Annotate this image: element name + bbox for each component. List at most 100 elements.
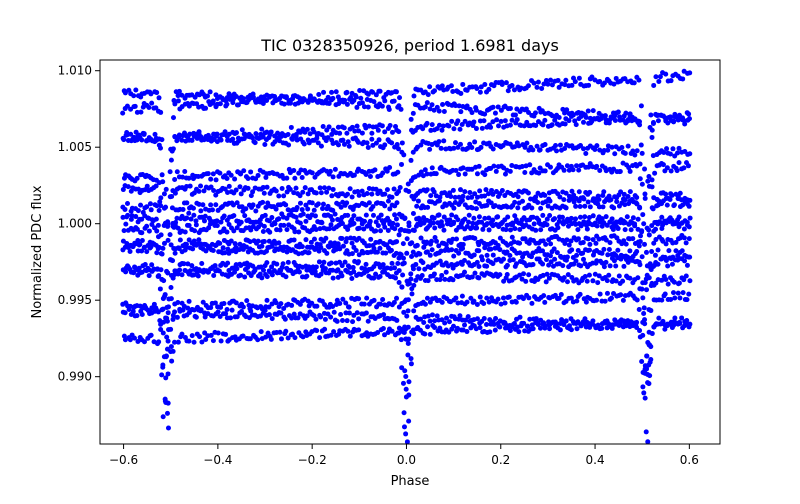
data-point <box>242 213 248 219</box>
data-point <box>408 276 414 282</box>
data-point <box>569 188 575 194</box>
data-point <box>428 193 434 199</box>
data-point <box>264 274 270 280</box>
data-point <box>234 314 240 320</box>
data-point <box>320 123 326 129</box>
data-point <box>153 105 159 111</box>
data-point <box>276 193 282 199</box>
data-point <box>415 198 421 204</box>
data-point <box>213 131 219 137</box>
data-point <box>278 336 284 342</box>
data-point <box>639 229 645 235</box>
data-point <box>225 190 231 195</box>
data-point <box>676 145 682 151</box>
data-point <box>526 272 532 278</box>
data-point <box>646 232 652 238</box>
data-point <box>396 189 402 195</box>
data-point <box>375 330 381 336</box>
data-point <box>373 186 379 192</box>
data-point <box>279 186 285 192</box>
data-point <box>537 147 543 153</box>
data-point <box>366 200 372 206</box>
data-point <box>563 77 569 83</box>
data-point <box>486 215 492 221</box>
data-point <box>369 191 375 197</box>
data-point <box>147 201 153 207</box>
data-point <box>502 118 508 124</box>
data-point <box>156 136 162 142</box>
data-point <box>497 247 503 253</box>
data-point <box>396 211 402 217</box>
data-point <box>367 218 373 224</box>
data-point <box>626 165 632 171</box>
data-point <box>548 77 554 83</box>
data-point <box>568 215 574 221</box>
data-point <box>198 308 204 314</box>
data-point <box>630 236 636 242</box>
data-point <box>504 272 510 278</box>
data-point <box>389 129 395 135</box>
data-point <box>218 219 224 225</box>
data-point <box>332 211 338 217</box>
data-point <box>687 254 693 260</box>
data-point <box>687 321 693 327</box>
data-point <box>462 118 468 124</box>
data-point <box>596 273 602 279</box>
data-point <box>405 181 411 187</box>
data-point <box>242 274 248 280</box>
data-point <box>202 314 208 320</box>
data-point <box>395 169 401 175</box>
data-point <box>337 259 343 265</box>
data-point <box>405 341 411 347</box>
data-point <box>259 243 265 249</box>
data-point <box>186 223 192 229</box>
data-point <box>210 207 215 213</box>
data-point <box>441 138 447 144</box>
data-point <box>305 191 311 197</box>
data-point <box>125 212 131 218</box>
data-point <box>269 301 275 307</box>
data-point <box>396 129 402 135</box>
data-point <box>258 329 264 335</box>
data-point <box>527 316 533 322</box>
data-point <box>637 286 643 292</box>
data-point <box>346 143 352 149</box>
data-point <box>189 137 195 143</box>
data-point <box>511 87 517 93</box>
data-point <box>382 224 388 230</box>
data-point <box>255 337 261 343</box>
data-point <box>538 205 544 211</box>
data-point <box>389 140 395 146</box>
data-point <box>384 187 390 193</box>
data-point <box>364 191 370 197</box>
data-point <box>530 214 536 220</box>
data-point <box>328 243 334 249</box>
data-point <box>383 250 389 256</box>
data-point <box>667 196 673 202</box>
data-point <box>519 164 525 170</box>
data-point <box>190 205 196 211</box>
data-point <box>562 241 568 247</box>
data-point <box>505 88 511 94</box>
data-point <box>677 190 683 196</box>
data-point <box>587 204 593 210</box>
data-point <box>318 245 324 251</box>
data-point <box>232 241 238 247</box>
data-point <box>404 250 410 256</box>
data-point <box>606 120 612 126</box>
data-point <box>300 189 306 195</box>
data-point <box>160 296 166 302</box>
data-point <box>653 74 659 80</box>
data-point <box>377 245 383 251</box>
data-point <box>213 192 219 198</box>
data-point <box>198 241 204 247</box>
data-point <box>472 270 478 276</box>
data-point <box>352 128 358 134</box>
data-point <box>128 131 134 137</box>
data-point <box>328 222 334 228</box>
data-point <box>639 150 645 156</box>
data-point <box>515 205 521 211</box>
data-point <box>554 250 560 256</box>
data-point <box>287 186 293 192</box>
data-point <box>144 249 150 255</box>
